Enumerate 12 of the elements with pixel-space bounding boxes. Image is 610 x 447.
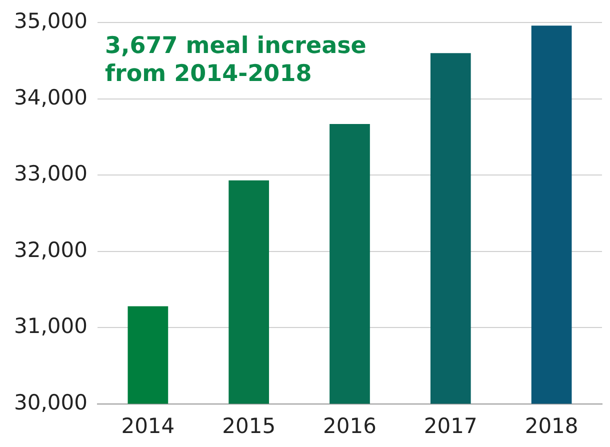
x-tick-label: 2017 [424, 414, 478, 438]
y-tick-label: 31,000 [14, 314, 88, 338]
y-tick-label: 34,000 [14, 85, 88, 110]
y-tick-label: 35,000 [14, 9, 88, 34]
x-tick-label: 2016 [323, 414, 376, 438]
x-tick-label: 2015 [222, 414, 276, 438]
annotation: 3,677 meal increase from 2014-2018 [105, 32, 366, 88]
x-tick-label: 2014 [121, 414, 175, 438]
y-tick-label: 30,000 [14, 390, 88, 414]
y-tick-label: 33,000 [14, 162, 88, 186]
y-tick-label: 32,000 [14, 238, 88, 262]
x-tick-label: 2018 [524, 414, 578, 438]
